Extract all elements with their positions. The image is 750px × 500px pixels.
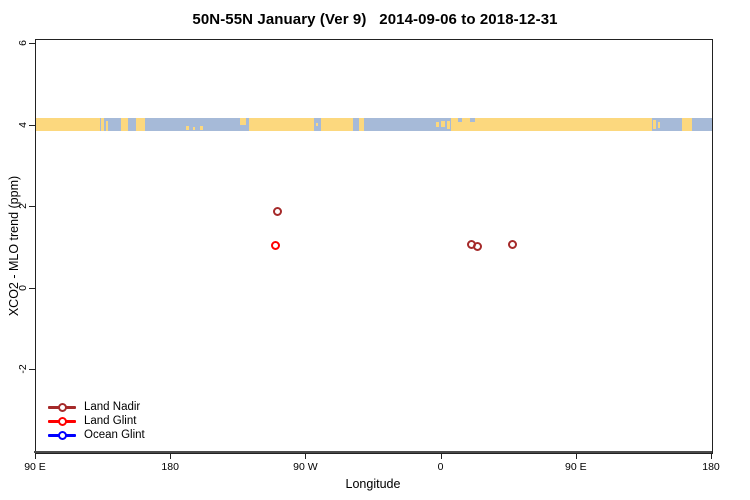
data-point-land-nadir <box>273 206 283 216</box>
x-axis-line <box>34 451 712 453</box>
map-band-land <box>106 121 108 131</box>
data-point-land-nadir <box>508 240 518 250</box>
map-band-land <box>436 122 439 127</box>
x-tick-label: 180 <box>161 461 179 473</box>
legend-item: Ocean Glint <box>48 428 145 442</box>
x-tick <box>170 453 172 459</box>
data-point-land-glint <box>271 241 281 251</box>
map-band-land <box>186 126 189 130</box>
x-tick <box>575 453 577 459</box>
plot-area: Land Nadir Land Glint Ocean Glint <box>35 39 713 454</box>
x-tick <box>711 453 712 459</box>
x-tick-label: 90 E <box>564 461 587 473</box>
x-axis-label: Longitude <box>345 477 401 491</box>
y-tick-label: -2 <box>17 364 29 374</box>
map-band-land <box>240 118 246 125</box>
y-tick <box>29 43 35 44</box>
map-band-land <box>136 118 145 131</box>
legend-circle-marker <box>58 430 67 440</box>
y-tick-label: 4 <box>17 121 29 128</box>
y-tick <box>29 287 35 289</box>
map-band-ocean-patch <box>458 118 462 122</box>
map-band-land <box>658 122 660 128</box>
legend-circle-marker <box>58 416 67 426</box>
x-tick <box>305 453 307 459</box>
y-tick <box>29 124 35 126</box>
map-band-land <box>121 118 128 131</box>
x-tick-label: 0 <box>437 461 444 473</box>
legend-item: Land Glint <box>48 414 145 428</box>
legend-item: Land Nadir <box>48 400 145 414</box>
legend: Land Nadir Land Glint Ocean Glint <box>48 400 145 442</box>
legend-label: Land Glint <box>84 415 137 427</box>
map-band-land <box>316 123 318 126</box>
map-band-land <box>193 127 195 130</box>
map-band-land <box>441 121 445 127</box>
x-tick <box>35 453 36 459</box>
x-tick <box>440 453 442 459</box>
legend-label: Land Nadir <box>84 401 141 413</box>
map-band-land <box>682 118 692 131</box>
y-axis-label: XCO2 - MLO trend (ppm) <box>7 175 21 317</box>
data-point-land-nadir <box>473 242 483 252</box>
y-tick-label: 6 <box>17 40 29 46</box>
legend-circle-marker <box>58 402 67 412</box>
legend-label: Ocean Glint <box>84 429 145 441</box>
x-tick-label: 90 E <box>24 461 46 473</box>
legend-line-swatch <box>48 416 76 426</box>
map-band-land <box>36 118 100 131</box>
map-band-ocean-patch <box>470 118 475 122</box>
map-band-land <box>249 118 314 131</box>
y-tick-label: 2 <box>17 203 29 209</box>
y-tick <box>29 206 35 207</box>
chart-title: 50N-55N January (Ver 9) 2014-09-06 to 20… <box>192 11 558 28</box>
map-band-land <box>101 118 104 131</box>
y-tick <box>29 369 35 370</box>
map-band-land <box>200 126 203 130</box>
legend-line-swatch <box>48 430 76 440</box>
x-tick-label: 90 W <box>293 461 318 473</box>
map-band-land <box>447 121 450 129</box>
x-tick-label: 180 <box>702 461 720 473</box>
y-tick-label: 0 <box>17 284 29 291</box>
map-band-land <box>653 120 656 129</box>
map-band-land <box>451 118 652 131</box>
map-band-land <box>359 118 364 131</box>
map-band-land <box>321 118 353 131</box>
legend-line-swatch <box>48 402 76 412</box>
